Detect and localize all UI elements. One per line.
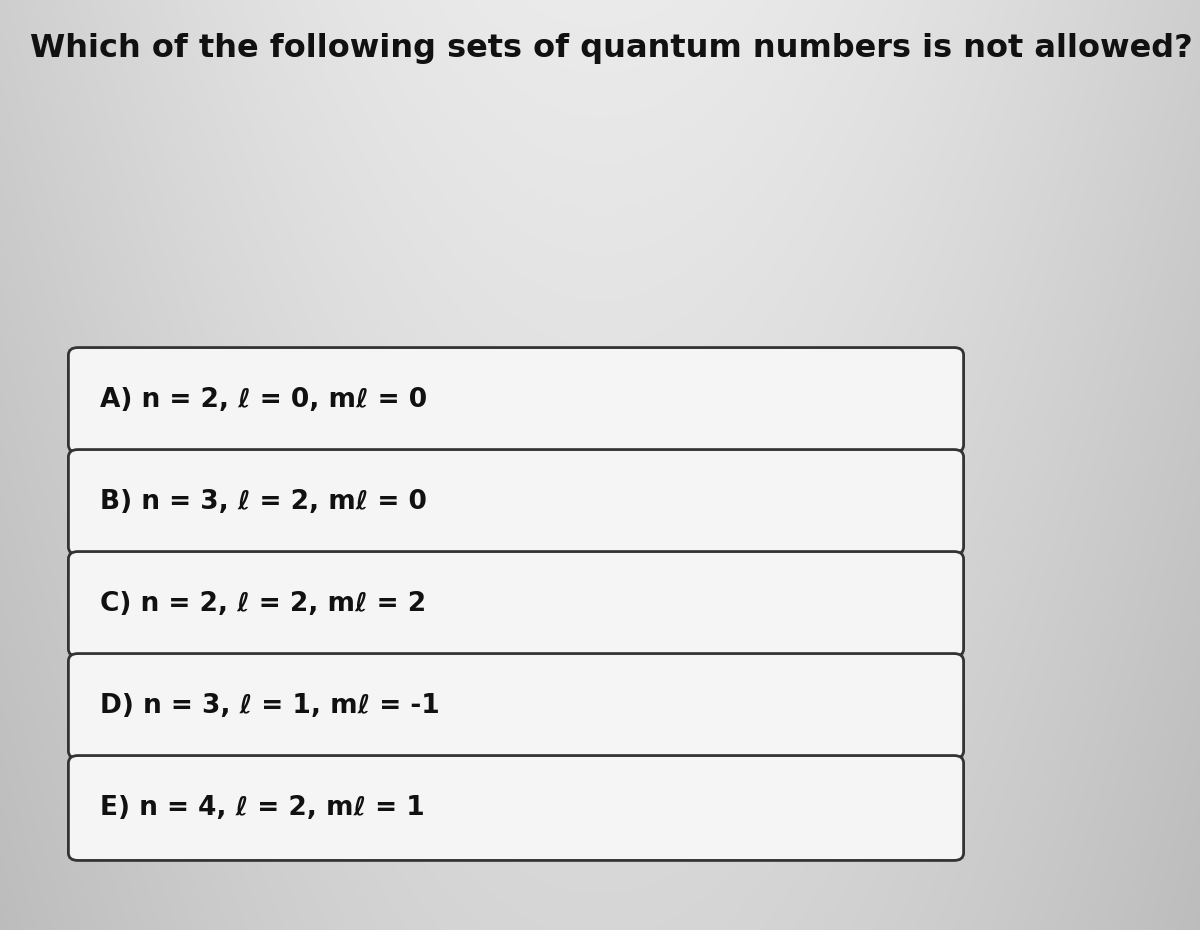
Text: Which of the following sets of quantum numbers is not allowed?: Which of the following sets of quantum n… (30, 33, 1193, 63)
FancyBboxPatch shape (68, 654, 964, 759)
FancyBboxPatch shape (68, 449, 964, 554)
Text: C) n = 2, ℓ = 2, mℓ = 2: C) n = 2, ℓ = 2, mℓ = 2 (100, 591, 426, 617)
FancyBboxPatch shape (68, 551, 964, 657)
FancyBboxPatch shape (68, 755, 964, 860)
Text: E) n = 4, ℓ = 2, mℓ = 1: E) n = 4, ℓ = 2, mℓ = 1 (100, 795, 425, 821)
Text: B) n = 3, ℓ = 2, mℓ = 0: B) n = 3, ℓ = 2, mℓ = 0 (100, 489, 426, 515)
Text: A) n = 2, ℓ = 0, mℓ = 0: A) n = 2, ℓ = 0, mℓ = 0 (100, 387, 427, 413)
FancyBboxPatch shape (68, 348, 964, 452)
Text: D) n = 3, ℓ = 1, mℓ = -1: D) n = 3, ℓ = 1, mℓ = -1 (100, 693, 439, 719)
